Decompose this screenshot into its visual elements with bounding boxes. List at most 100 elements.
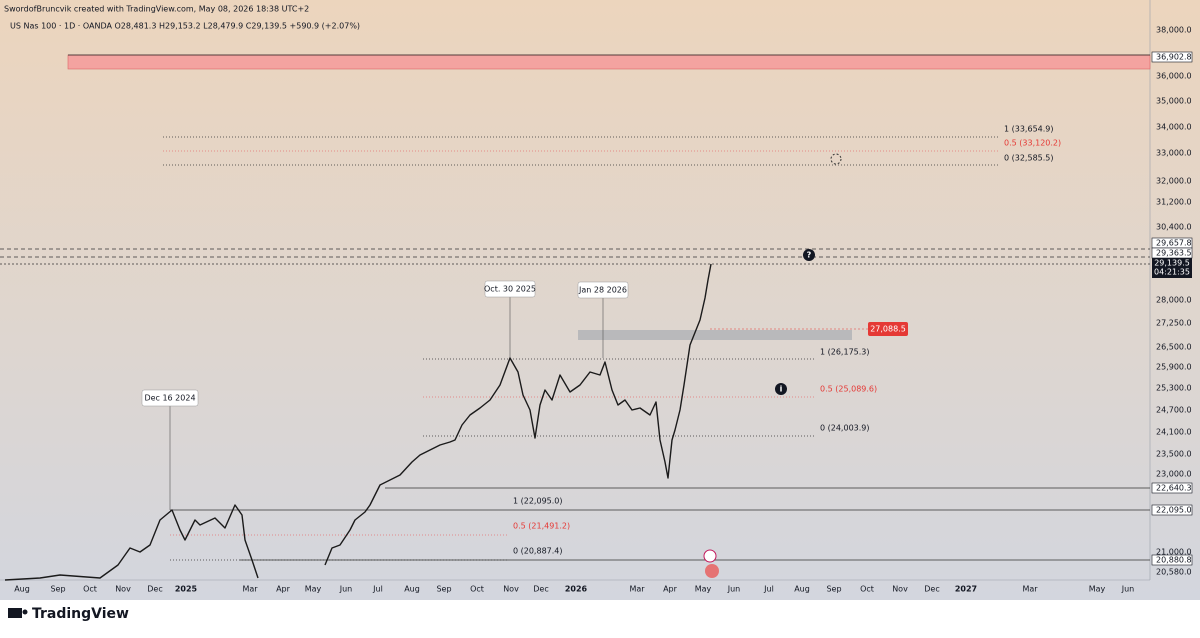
- price-tick-label: 21,000.0: [1156, 548, 1192, 557]
- supply-zone: [67, 54, 1151, 70]
- price-marker: 22,640.3: [1156, 484, 1192, 493]
- help-glyph: ?: [807, 251, 812, 260]
- calendar-icon[interactable]: [705, 564, 719, 578]
- time-label: Jul: [763, 585, 774, 594]
- price-path: [324, 263, 712, 566]
- price-tick-label: 20,580.0: [1156, 568, 1192, 577]
- annotation-box: [577, 281, 629, 299]
- fib-label: 1 (22,095.0): [513, 497, 563, 506]
- fib-label: 0.5 (25,089.6): [820, 385, 877, 394]
- price-tick-label: 33,000.0: [1156, 149, 1192, 158]
- time-label: Oct: [860, 585, 874, 594]
- symbol-info: US Nas 100 · 1D · OANDA O28,481.3 H29,15…: [10, 22, 360, 31]
- info-glyph: i: [780, 385, 783, 394]
- time-label: May: [305, 585, 322, 594]
- levels: [0, 136, 1150, 561]
- time-label: 2027: [955, 585, 977, 594]
- annotation-box: [484, 280, 536, 298]
- time-label: Sep: [826, 585, 841, 594]
- time-label: Jun: [339, 585, 353, 594]
- time-label: Aug: [794, 585, 810, 594]
- demand-zone: [578, 330, 852, 340]
- annotation: Jan 28 2026: [578, 286, 627, 295]
- time-label: Aug: [14, 585, 30, 594]
- time-label: Jun: [727, 585, 741, 594]
- time-label: Dec: [147, 585, 162, 594]
- alert-price: 27,088.5: [870, 325, 906, 334]
- brand-name: TradingView: [32, 606, 129, 622]
- price-marker-box: [1151, 504, 1193, 516]
- annotation: Dec 16 2024: [144, 394, 195, 403]
- price-tick-label: 25,900.0: [1156, 363, 1192, 372]
- loading-icon: [830, 153, 842, 165]
- time-label: Dec: [533, 585, 548, 594]
- time-label: Sep: [50, 585, 65, 594]
- time-label: Mar: [242, 585, 258, 594]
- time-label: May: [1089, 585, 1106, 594]
- price-marker: 29,363.5: [1156, 249, 1192, 258]
- last-price-badge: [1152, 257, 1192, 278]
- countdown: 04:21:35: [1154, 268, 1190, 277]
- price-marker-box: [1151, 554, 1193, 566]
- time-label: Jun: [1121, 585, 1135, 594]
- last-price: 29,139.5: [1154, 259, 1190, 268]
- price-tick-label: 34,000.0: [1156, 123, 1192, 132]
- credit-text: SwordofBruncvik created with TradingView…: [4, 5, 309, 14]
- price-tick-label: 23,500.0: [1156, 450, 1192, 459]
- price-tick-label: 24,700.0: [1156, 406, 1192, 415]
- chart-background: [0, 0, 1200, 600]
- price-marker: 29,657.8: [1156, 239, 1192, 248]
- time-label: Nov: [503, 585, 519, 594]
- annotation-box: [141, 389, 199, 407]
- time-label: Nov: [115, 585, 131, 594]
- time-label: Jul: [372, 585, 383, 594]
- help-icon[interactable]: [803, 249, 815, 261]
- info-icon[interactable]: [775, 383, 787, 395]
- price-tick-label: 23,000.0: [1156, 470, 1192, 479]
- price-marker-box: [1151, 51, 1193, 63]
- price-marker: 20,880.8: [1156, 556, 1192, 565]
- logo-mark: [8, 608, 22, 618]
- price-marker-box: [1151, 482, 1193, 494]
- time-label: Apr: [276, 585, 291, 594]
- price-tick-label: 24,100.0: [1156, 428, 1192, 437]
- annotation-pointers: [169, 297, 604, 510]
- price-marker-box: [1151, 247, 1193, 259]
- time-label: Oct: [470, 585, 484, 594]
- fib-label: 0.5 (21,491.2): [513, 522, 570, 531]
- fib-label: 0 (24,003.9): [820, 424, 870, 433]
- time-label: Dec: [924, 585, 939, 594]
- time-label: Mar: [629, 585, 645, 594]
- logo-dot: [22, 609, 28, 615]
- price-tick-label: 32,000.0: [1156, 177, 1192, 186]
- time-label: May: [695, 585, 712, 594]
- price-tick-label: 27,250.0: [1156, 319, 1192, 328]
- time-label: 2025: [175, 585, 198, 594]
- time-label: Nov: [892, 585, 908, 594]
- price-tick-label: 36,000.0: [1156, 72, 1192, 81]
- alert-badge[interactable]: [868, 322, 908, 336]
- fib-label: 0 (20,887.4): [513, 547, 563, 556]
- fib-label: 1 (26,175.3): [820, 348, 870, 357]
- fib-label: 0.5 (33,120.2): [1004, 139, 1061, 148]
- price-path: [4, 504, 259, 581]
- time-label: Oct: [83, 585, 97, 594]
- brand-logo[interactable]: TradingView: [8, 606, 129, 622]
- fib-label: 1 (33,654.9): [1004, 125, 1054, 134]
- time-label: 2026: [565, 585, 588, 594]
- price-tick-label: 25,300.0: [1156, 384, 1192, 393]
- event-icon[interactable]: [703, 549, 717, 563]
- price-tick-label: 35,000.0: [1156, 97, 1192, 106]
- price-marker: 36,902.8: [1156, 53, 1192, 62]
- time-label: Mar: [1022, 585, 1038, 594]
- price-marker: 22,095.0: [1156, 506, 1192, 515]
- price-tick-label: 38,000.0: [1156, 26, 1192, 35]
- time-label: Apr: [663, 585, 678, 594]
- annotation: Oct. 30 2025: [484, 285, 536, 294]
- time-label: Aug: [404, 585, 420, 594]
- price-tick-label: 26,500.0: [1156, 343, 1192, 352]
- price-tick-label: 28,000.0: [1156, 296, 1192, 305]
- time-label: Sep: [436, 585, 451, 594]
- price-tick-label: 31,200.0: [1156, 198, 1192, 207]
